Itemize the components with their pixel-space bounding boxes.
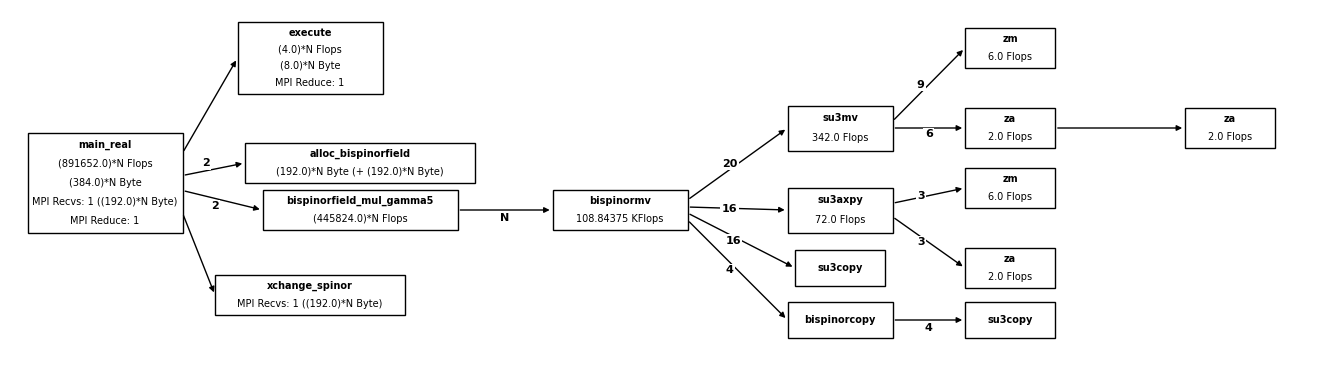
Text: za: za xyxy=(1224,114,1236,124)
Text: (891652.0)*N Flops: (891652.0)*N Flops xyxy=(57,159,153,169)
Text: xchange_spinor: xchange_spinor xyxy=(267,281,352,291)
Text: 342.0 Flops: 342.0 Flops xyxy=(811,133,868,143)
Bar xyxy=(1185,108,1275,148)
Text: (8.0)*N Byte: (8.0)*N Byte xyxy=(279,61,340,71)
Text: su3mv: su3mv xyxy=(822,113,858,123)
Text: 108.84375 KFlops: 108.84375 KFlops xyxy=(576,214,664,224)
Text: 6.0 Flops: 6.0 Flops xyxy=(988,192,1032,202)
Text: za: za xyxy=(1004,254,1016,264)
Bar xyxy=(966,248,1055,288)
Bar xyxy=(28,133,182,233)
Bar xyxy=(966,28,1055,68)
Text: bispinorfield_mul_gamma5: bispinorfield_mul_gamma5 xyxy=(286,196,434,206)
Bar xyxy=(966,302,1055,338)
Text: 6.0 Flops: 6.0 Flops xyxy=(988,52,1032,62)
Text: MPI Recvs: 1 ((192.0)*N Byte): MPI Recvs: 1 ((192.0)*N Byte) xyxy=(237,299,383,309)
Text: 2.0 Flops: 2.0 Flops xyxy=(988,272,1032,282)
Bar xyxy=(787,187,892,232)
Text: 3: 3 xyxy=(916,238,924,247)
Text: 4: 4 xyxy=(726,265,733,275)
Bar xyxy=(966,168,1055,208)
Text: su3axpy: su3axpy xyxy=(817,195,863,205)
Bar xyxy=(787,302,892,338)
Text: (445824.0)*N Flops: (445824.0)*N Flops xyxy=(313,214,407,224)
Text: alloc_bispinorfield: alloc_bispinorfield xyxy=(310,149,411,160)
Bar xyxy=(215,275,406,315)
Text: za: za xyxy=(1004,114,1016,124)
Text: zm: zm xyxy=(1003,174,1017,184)
Text: bispinormv: bispinormv xyxy=(589,196,650,206)
Text: MPI Reduce: 1: MPI Reduce: 1 xyxy=(70,216,140,226)
Text: 9: 9 xyxy=(916,80,924,90)
Text: 2: 2 xyxy=(210,201,218,211)
Text: 72.0 Flops: 72.0 Flops xyxy=(815,215,866,225)
Bar xyxy=(245,143,475,183)
Bar xyxy=(966,108,1055,148)
Text: (4.0)*N Flops: (4.0)*N Flops xyxy=(278,45,342,55)
Text: MPI Reduce: 1: MPI Reduce: 1 xyxy=(275,78,344,88)
Bar xyxy=(795,250,884,286)
Text: su3copy: su3copy xyxy=(987,315,1032,325)
Bar xyxy=(552,190,688,230)
Text: 2: 2 xyxy=(202,158,210,168)
Text: 16: 16 xyxy=(722,203,737,213)
Text: MPI Recvs: 1 ((192.0)*N Byte): MPI Recvs: 1 ((192.0)*N Byte) xyxy=(32,197,178,207)
Text: 4: 4 xyxy=(924,323,932,333)
Text: main_real: main_real xyxy=(78,140,132,150)
Text: 6: 6 xyxy=(924,129,932,139)
Text: 20: 20 xyxy=(722,159,737,169)
Text: execute: execute xyxy=(289,28,331,38)
Text: 3: 3 xyxy=(916,191,924,201)
Text: zm: zm xyxy=(1003,34,1017,44)
Bar xyxy=(238,22,383,94)
Text: N: N xyxy=(500,213,509,223)
Text: (192.0)*N Byte (+ (192.0)*N Byte): (192.0)*N Byte (+ (192.0)*N Byte) xyxy=(277,167,444,177)
Text: bispinorcopy: bispinorcopy xyxy=(805,315,875,325)
Text: 2.0 Flops: 2.0 Flops xyxy=(988,132,1032,142)
Bar xyxy=(787,105,892,150)
Bar xyxy=(262,190,458,230)
Text: su3copy: su3copy xyxy=(818,263,863,273)
Text: 2.0 Flops: 2.0 Flops xyxy=(1208,132,1252,142)
Text: (384.0)*N Byte: (384.0)*N Byte xyxy=(69,178,141,188)
Text: 16: 16 xyxy=(725,235,741,246)
